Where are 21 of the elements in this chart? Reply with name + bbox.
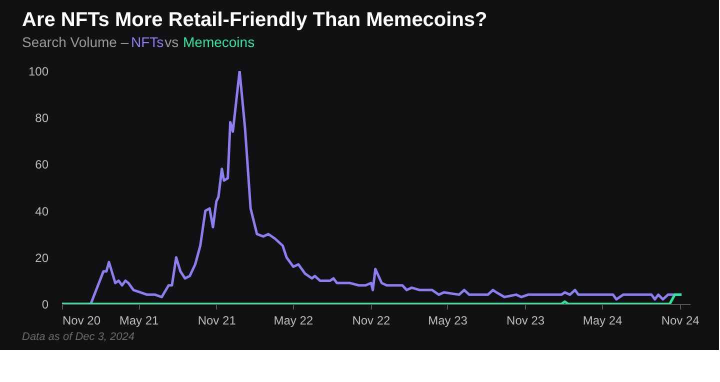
y-tick-label: 60 [35,158,49,172]
y-tick-label: 100 [28,64,49,78]
x-tick-label: Nov 20 [62,314,101,328]
chart-subtitle: Search Volume – [22,34,129,50]
x-tick-label: Nov 21 [198,314,236,328]
x-tick-label: May 24 [582,314,623,328]
text: NFTs [131,34,164,50]
text: Memecoins [183,34,255,50]
y-tick-label: 0 [42,298,49,312]
text: Data as of Dec 3, 2024 [22,331,135,343]
y-tick-label: 40 [35,204,49,218]
x-tick-label: Nov 24 [661,314,700,328]
x-tick-label: May 23 [428,314,468,328]
y-tick-label: 20 [35,250,49,265]
chart-title: Are NFTs More Retail-Friendly Than Memecoins? [22,9,488,31]
text: vs [164,34,179,50]
y-tick-label: 80 [35,111,49,126]
x-tick-label: Nov 22 [352,314,391,328]
x-tick-label: Nov 23 [506,314,545,328]
x-tick-label: May 21 [119,314,160,328]
x-tick-label: May 22 [274,314,314,328]
